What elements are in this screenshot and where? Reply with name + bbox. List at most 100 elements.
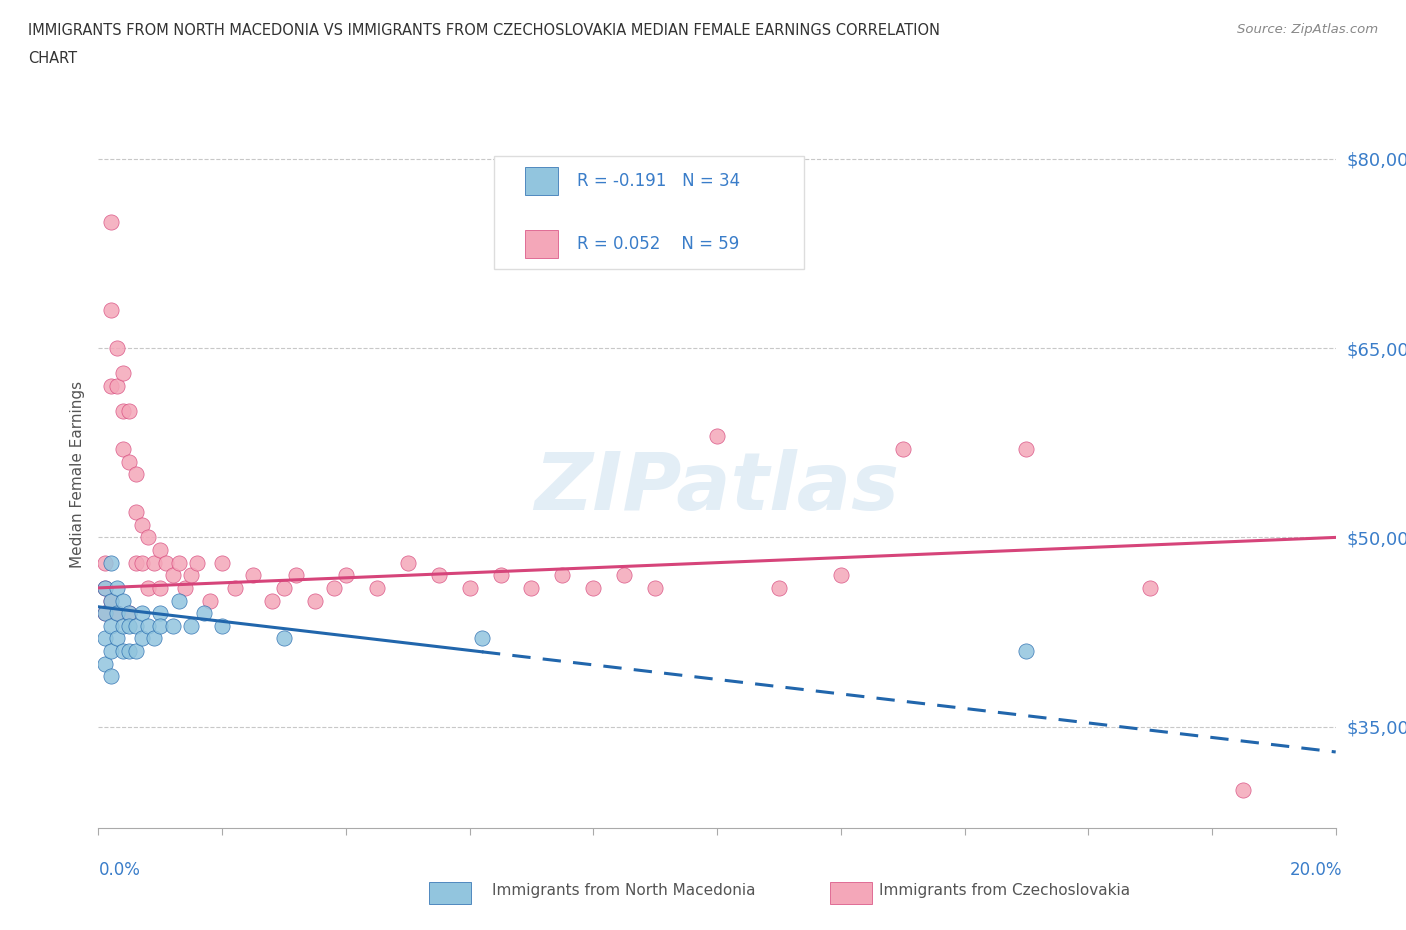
Point: [335, 568, 357, 583]
Point: [193, 605, 215, 620]
Point: [112, 618, 135, 633]
Point: [1139, 580, 1161, 595]
Point: [118, 454, 141, 469]
Point: [143, 555, 166, 570]
Point: [93, 555, 115, 570]
Point: [118, 618, 141, 633]
Point: [304, 593, 326, 608]
Point: [124, 505, 146, 520]
Point: [891, 442, 914, 457]
Point: [93, 580, 115, 595]
Point: [93, 605, 115, 620]
Point: [186, 555, 208, 570]
Point: [489, 568, 512, 583]
Point: [285, 568, 308, 583]
Text: Source: ZipAtlas.com: Source: ZipAtlas.com: [1237, 23, 1378, 36]
Point: [149, 542, 172, 557]
Point: [273, 631, 295, 645]
Point: [644, 580, 666, 595]
Point: [1015, 442, 1038, 457]
Point: [458, 580, 481, 595]
Point: [366, 580, 388, 595]
Point: [100, 555, 122, 570]
Point: [105, 580, 128, 595]
Point: [112, 365, 135, 380]
Point: [174, 580, 197, 595]
Point: [830, 568, 852, 583]
Point: [118, 404, 141, 418]
Point: [124, 467, 146, 482]
Bar: [526, 167, 558, 195]
Point: [260, 593, 283, 608]
Point: [124, 618, 146, 633]
Point: [105, 379, 128, 393]
Point: [149, 580, 172, 595]
Point: [112, 644, 135, 658]
Point: [100, 303, 122, 318]
Point: [105, 631, 128, 645]
Text: CHART: CHART: [28, 51, 77, 66]
Point: [180, 568, 202, 583]
Point: [105, 605, 128, 620]
Point: [100, 215, 122, 230]
Point: [112, 404, 135, 418]
Point: [131, 631, 153, 645]
Point: [100, 379, 122, 393]
Point: [520, 580, 543, 595]
Point: [105, 340, 128, 355]
Y-axis label: Median Female Earnings: Median Female Earnings: [69, 380, 84, 568]
Point: [162, 568, 184, 583]
Text: 20.0%: 20.0%: [1291, 860, 1343, 879]
Point: [112, 593, 135, 608]
Point: [93, 631, 115, 645]
Point: [273, 580, 295, 595]
Point: [136, 580, 159, 595]
Point: [471, 631, 494, 645]
Point: [100, 593, 122, 608]
Text: Immigrants from North Macedonia: Immigrants from North Macedonia: [492, 884, 755, 898]
Text: IMMIGRANTS FROM NORTH MACEDONIA VS IMMIGRANTS FROM CZECHOSLOVAKIA MEDIAN FEMALE : IMMIGRANTS FROM NORTH MACEDONIA VS IMMIG…: [28, 23, 941, 38]
Text: R = 0.052    N = 59: R = 0.052 N = 59: [576, 235, 738, 253]
FancyBboxPatch shape: [495, 156, 804, 270]
Point: [242, 568, 264, 583]
Point: [706, 429, 728, 444]
Point: [582, 580, 605, 595]
Point: [100, 644, 122, 658]
Point: [211, 555, 233, 570]
Point: [93, 580, 115, 595]
Point: [118, 644, 141, 658]
Point: [112, 442, 135, 457]
Text: R = -0.191   N = 34: R = -0.191 N = 34: [576, 172, 740, 190]
Bar: [526, 230, 558, 258]
Point: [105, 605, 128, 620]
Point: [768, 580, 790, 595]
Point: [149, 605, 172, 620]
Text: Immigrants from Czechoslovakia: Immigrants from Czechoslovakia: [879, 884, 1130, 898]
Text: 0.0%: 0.0%: [98, 860, 141, 879]
Point: [155, 555, 177, 570]
Point: [93, 657, 115, 671]
Point: [136, 618, 159, 633]
Point: [100, 669, 122, 684]
Point: [167, 593, 190, 608]
Point: [124, 555, 146, 570]
Point: [551, 568, 574, 583]
Point: [198, 593, 221, 608]
Point: [613, 568, 636, 583]
Point: [131, 605, 153, 620]
Point: [149, 618, 172, 633]
Point: [143, 631, 166, 645]
Point: [322, 580, 344, 595]
Point: [100, 618, 122, 633]
Point: [180, 618, 202, 633]
Point: [131, 555, 153, 570]
Text: ZIPatlas: ZIPatlas: [534, 449, 900, 527]
Point: [211, 618, 233, 633]
Point: [162, 618, 184, 633]
Point: [167, 555, 190, 570]
Point: [1232, 782, 1254, 797]
Point: [131, 517, 153, 532]
Point: [396, 555, 419, 570]
Point: [136, 530, 159, 545]
Point: [118, 605, 141, 620]
